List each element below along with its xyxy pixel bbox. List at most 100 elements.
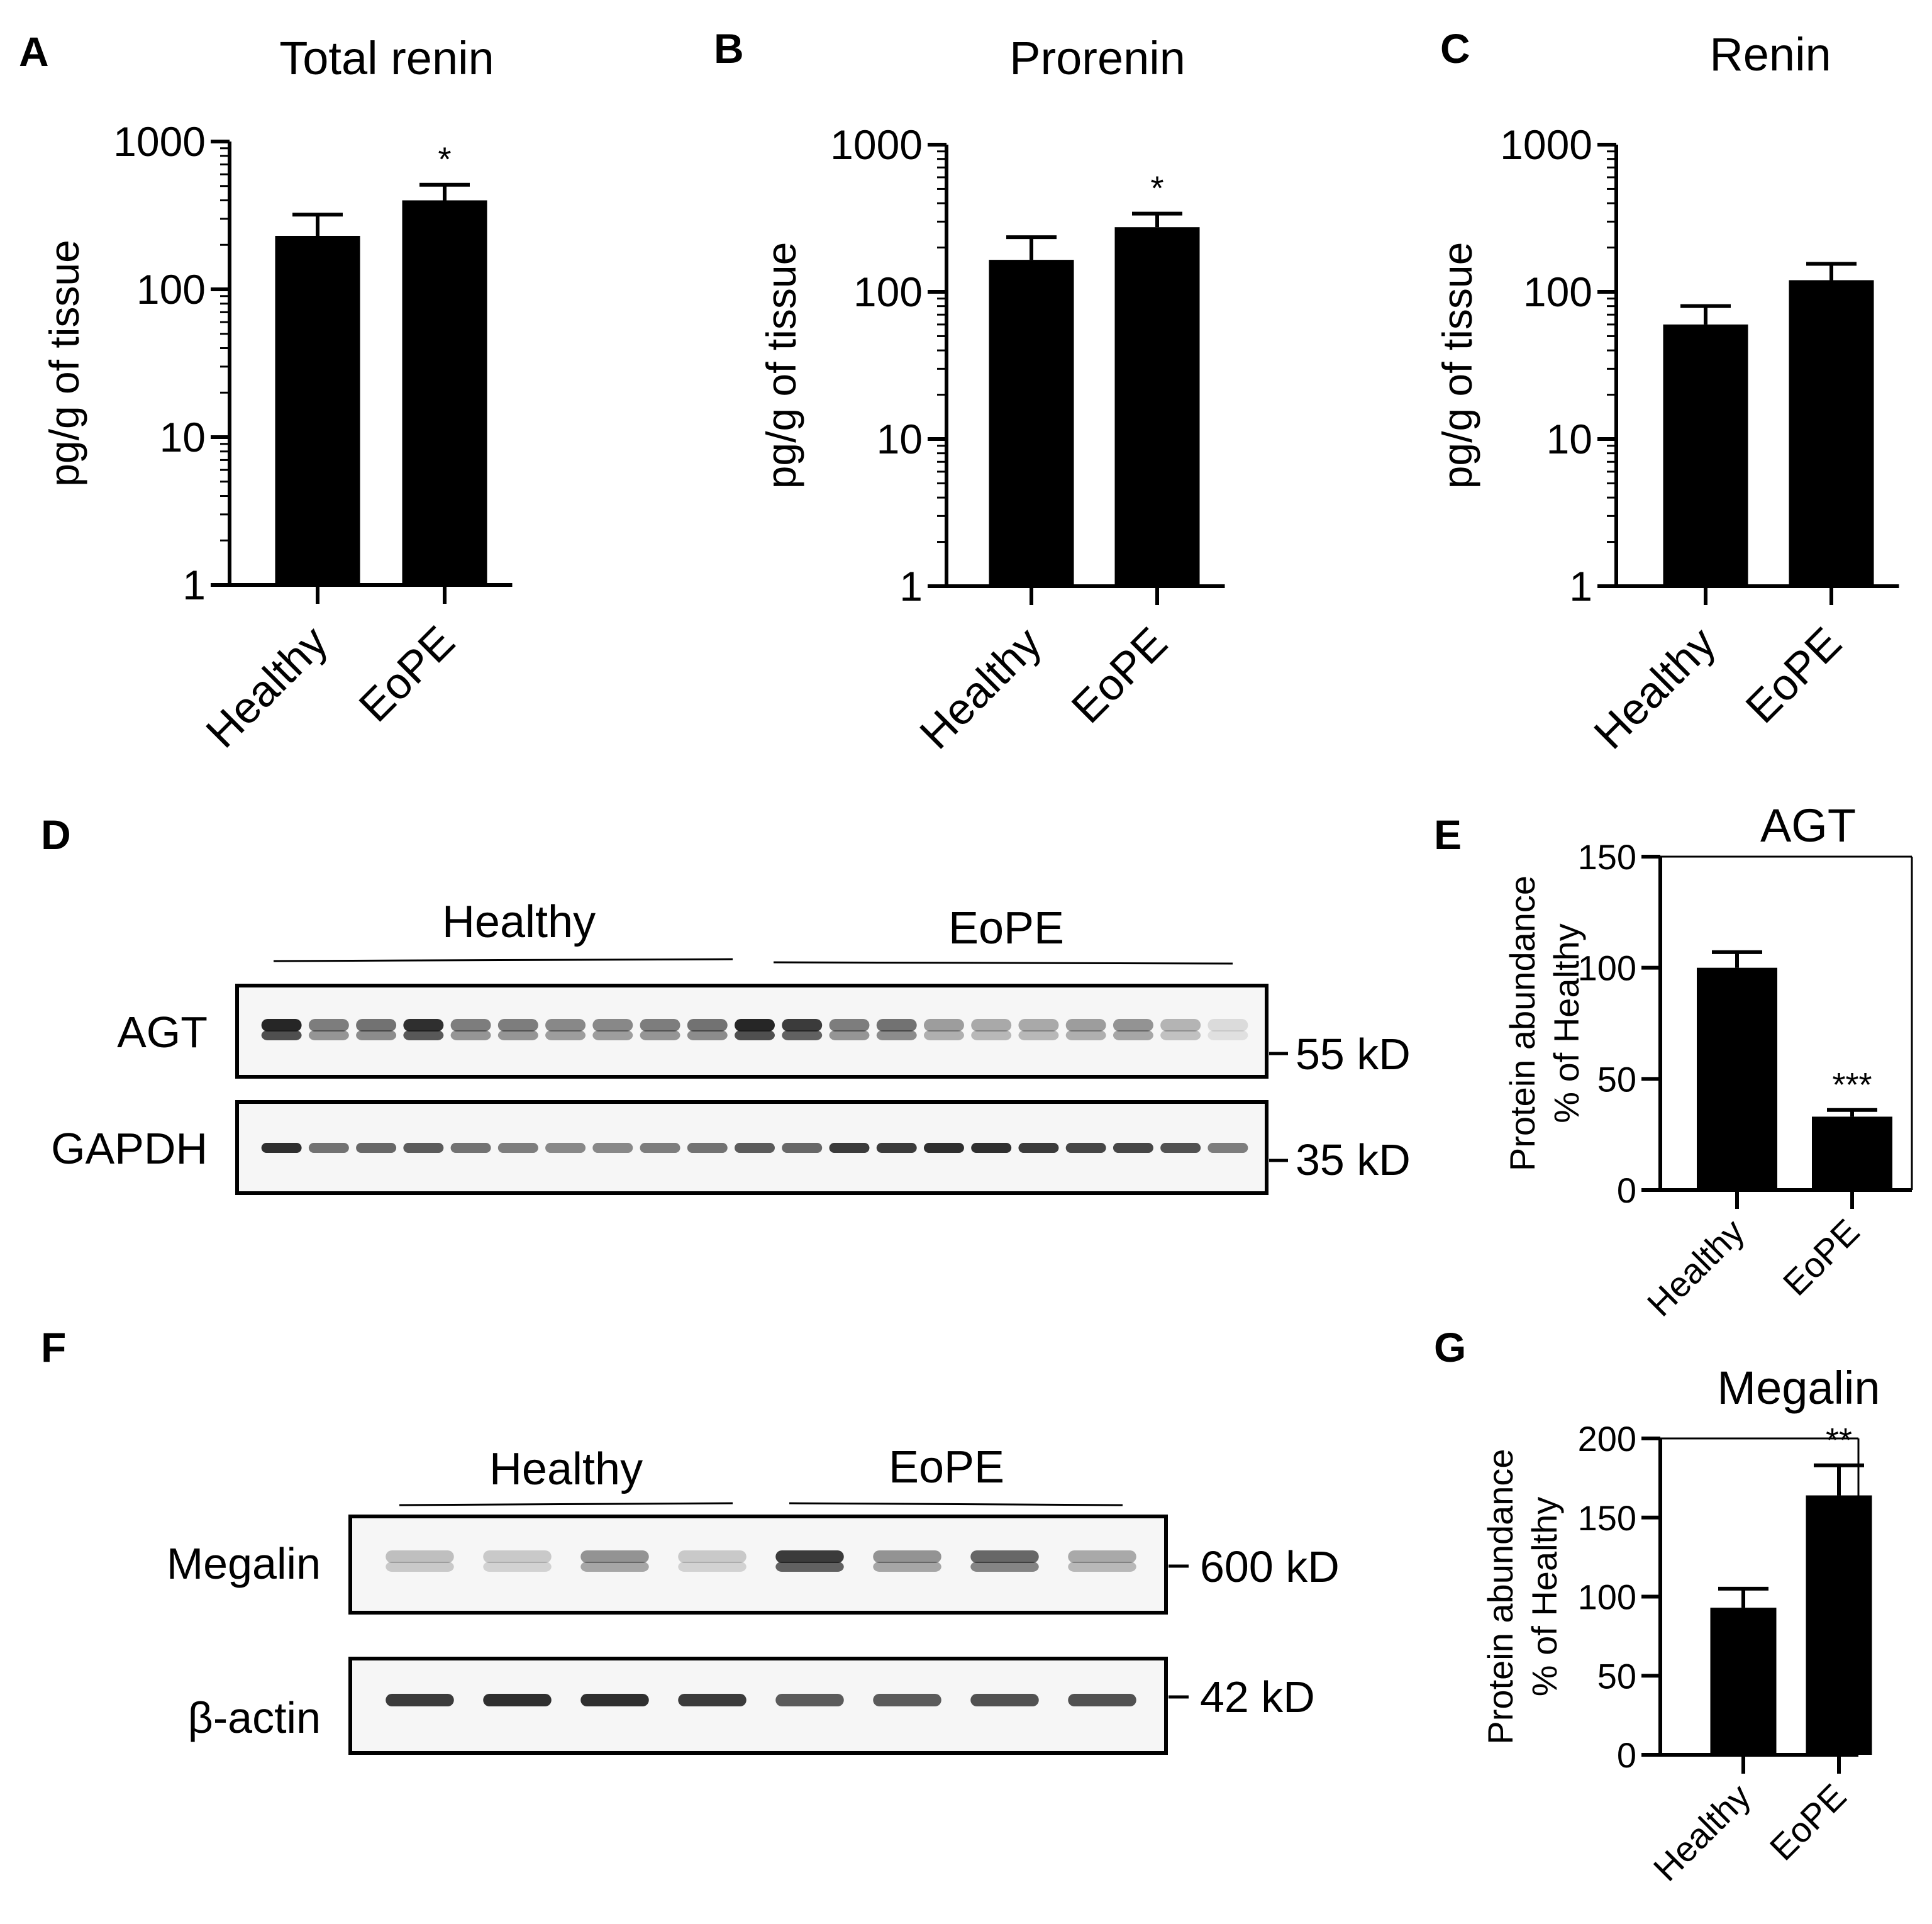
blot-f-bands-beta-actin xyxy=(386,1694,1136,1706)
blot-band xyxy=(1160,1143,1201,1153)
blot-band xyxy=(640,1143,680,1153)
blot-band xyxy=(640,1030,680,1040)
blot-f-row-label-beta-actin: β-actin xyxy=(188,1693,321,1742)
blot-band xyxy=(497,1030,538,1040)
blot-band xyxy=(545,1030,586,1040)
blot-d-row-label-agt: AGT xyxy=(117,1008,208,1057)
blot-band xyxy=(1160,1030,1201,1040)
panel-letter-c: C xyxy=(1440,25,1470,72)
blot-band xyxy=(308,1143,349,1153)
blot-band xyxy=(873,1550,941,1563)
blot-band xyxy=(876,1143,917,1153)
blot-band xyxy=(1113,1030,1153,1040)
chart-b-bar-eope xyxy=(1114,227,1200,586)
blot-band xyxy=(1018,1019,1059,1032)
blot-band xyxy=(775,1562,844,1572)
chart-b-significance: * xyxy=(1150,170,1163,208)
panel-letter-a: A xyxy=(19,28,49,75)
chart-a-category-label: Healthy xyxy=(197,616,337,757)
blot-band xyxy=(970,1694,1039,1706)
blot-d-group-eope: EoPE xyxy=(948,903,1064,954)
blot-band xyxy=(1208,1019,1248,1032)
blot-band xyxy=(1208,1030,1248,1040)
blot-band xyxy=(829,1030,870,1040)
western-blot-d: Healthy EoPE AGT 55 kD GAPDH 35 kD xyxy=(51,897,1411,1195)
western-blot-f: Healthy EoPE Megalin 600 kD β-actin 42 k… xyxy=(167,1442,1340,1755)
blot-d-marker-35kd: 35 kD xyxy=(1296,1135,1411,1184)
chart-e-tick-label: 50 xyxy=(1597,1059,1636,1099)
chart-g-tick-label: 50 xyxy=(1597,1656,1636,1696)
panel-letter-f: F xyxy=(41,1324,66,1371)
blot-band xyxy=(1113,1019,1153,1032)
chart-a-title: Total renin xyxy=(279,32,494,84)
blot-band xyxy=(1018,1143,1059,1153)
panel-letter-g: G xyxy=(1434,1324,1466,1371)
blot-d-bands-agt xyxy=(261,1019,1248,1040)
chart-b-y-label: pg/g of tissue xyxy=(758,242,804,489)
blot-f-membrane-beta-actin xyxy=(348,1657,1168,1755)
chart-a-bar-eope xyxy=(402,200,487,586)
blot-band xyxy=(923,1019,964,1032)
blot-band xyxy=(782,1019,823,1032)
blot-band xyxy=(735,1143,775,1153)
blot-band xyxy=(970,1562,1039,1572)
blot-band xyxy=(1113,1143,1153,1153)
chart-b-tick-label: 1 xyxy=(899,563,923,609)
chart-b-bar-healthy xyxy=(989,260,1074,586)
blot-band xyxy=(1068,1694,1136,1706)
chart-b-category-label: EoPE xyxy=(1062,618,1177,732)
chart-e-significance: *** xyxy=(1832,1066,1872,1104)
blot-band xyxy=(971,1019,1012,1032)
blot-band xyxy=(687,1030,728,1040)
chart-c-bar-eope xyxy=(1789,280,1874,586)
blot-band xyxy=(876,1019,917,1032)
blot-band xyxy=(923,1143,964,1153)
chart-g-bar-healthy xyxy=(1710,1608,1777,1755)
blot-band xyxy=(261,1030,302,1040)
blot-band xyxy=(483,1550,552,1563)
blot-band xyxy=(497,1143,538,1153)
blot-band xyxy=(782,1030,823,1040)
blot-band xyxy=(1018,1030,1059,1040)
chart-a-tick-label: 100 xyxy=(136,266,206,313)
panel-letter-b: B xyxy=(714,25,744,72)
blot-band xyxy=(678,1562,747,1572)
chart-agt: AGT 0 50 100 150 Protein abundance% of Health… xyxy=(1502,799,1913,1324)
blot-f-bands-megalin xyxy=(386,1550,1136,1572)
blot-band xyxy=(592,1143,633,1153)
chart-g-tick-label: 200 xyxy=(1578,1419,1636,1459)
blot-band xyxy=(356,1019,397,1032)
blot-band xyxy=(829,1019,870,1032)
chart-c-tick-label: 10 xyxy=(1546,416,1592,462)
blot-band xyxy=(386,1694,454,1706)
chart-renin: Renin 1 10 100 1000 pg/g of tissue Healthy EoPE xyxy=(1434,28,1899,758)
blot-band xyxy=(735,1030,775,1040)
chart-g-y-label: Protein abundance xyxy=(1480,1449,1520,1744)
blot-band xyxy=(386,1562,454,1572)
blot-band xyxy=(592,1030,633,1040)
panel-letter-e: E xyxy=(1434,811,1462,858)
blot-band xyxy=(782,1143,823,1153)
chart-g-category-label: EoPE xyxy=(1762,1776,1854,1868)
blot-d-group-healthy: Healthy xyxy=(442,897,596,947)
blot-band xyxy=(775,1550,844,1563)
chart-total-renin: Total renin 1 10 100 1000 pg/g of tissue Healt… xyxy=(41,32,513,757)
blot-band xyxy=(261,1143,302,1153)
blot-band xyxy=(403,1030,444,1040)
blot-band xyxy=(1068,1562,1136,1572)
chart-b-title: Prorenin xyxy=(1009,32,1185,84)
chart-c-tick-label: 100 xyxy=(1523,269,1592,315)
chart-g-tick-label: 150 xyxy=(1578,1498,1636,1538)
blot-band xyxy=(1068,1550,1136,1563)
chart-g-title: Megalin xyxy=(1717,1362,1880,1414)
blot-band xyxy=(970,1550,1039,1563)
blot-f-group-healthy: Healthy xyxy=(489,1444,643,1494)
chart-c-y-label: pg/g of tissue xyxy=(1434,242,1480,489)
chart-a-category-label: EoPE xyxy=(350,616,464,731)
blot-band xyxy=(873,1562,941,1572)
blot-d-healthy-underline xyxy=(273,958,733,962)
chart-e-bar-eope xyxy=(1812,1116,1892,1190)
chart-e-y-label-2: % of Healthy xyxy=(1546,923,1586,1123)
blot-band xyxy=(261,1019,302,1032)
chart-e-bar-healthy xyxy=(1697,967,1777,1190)
